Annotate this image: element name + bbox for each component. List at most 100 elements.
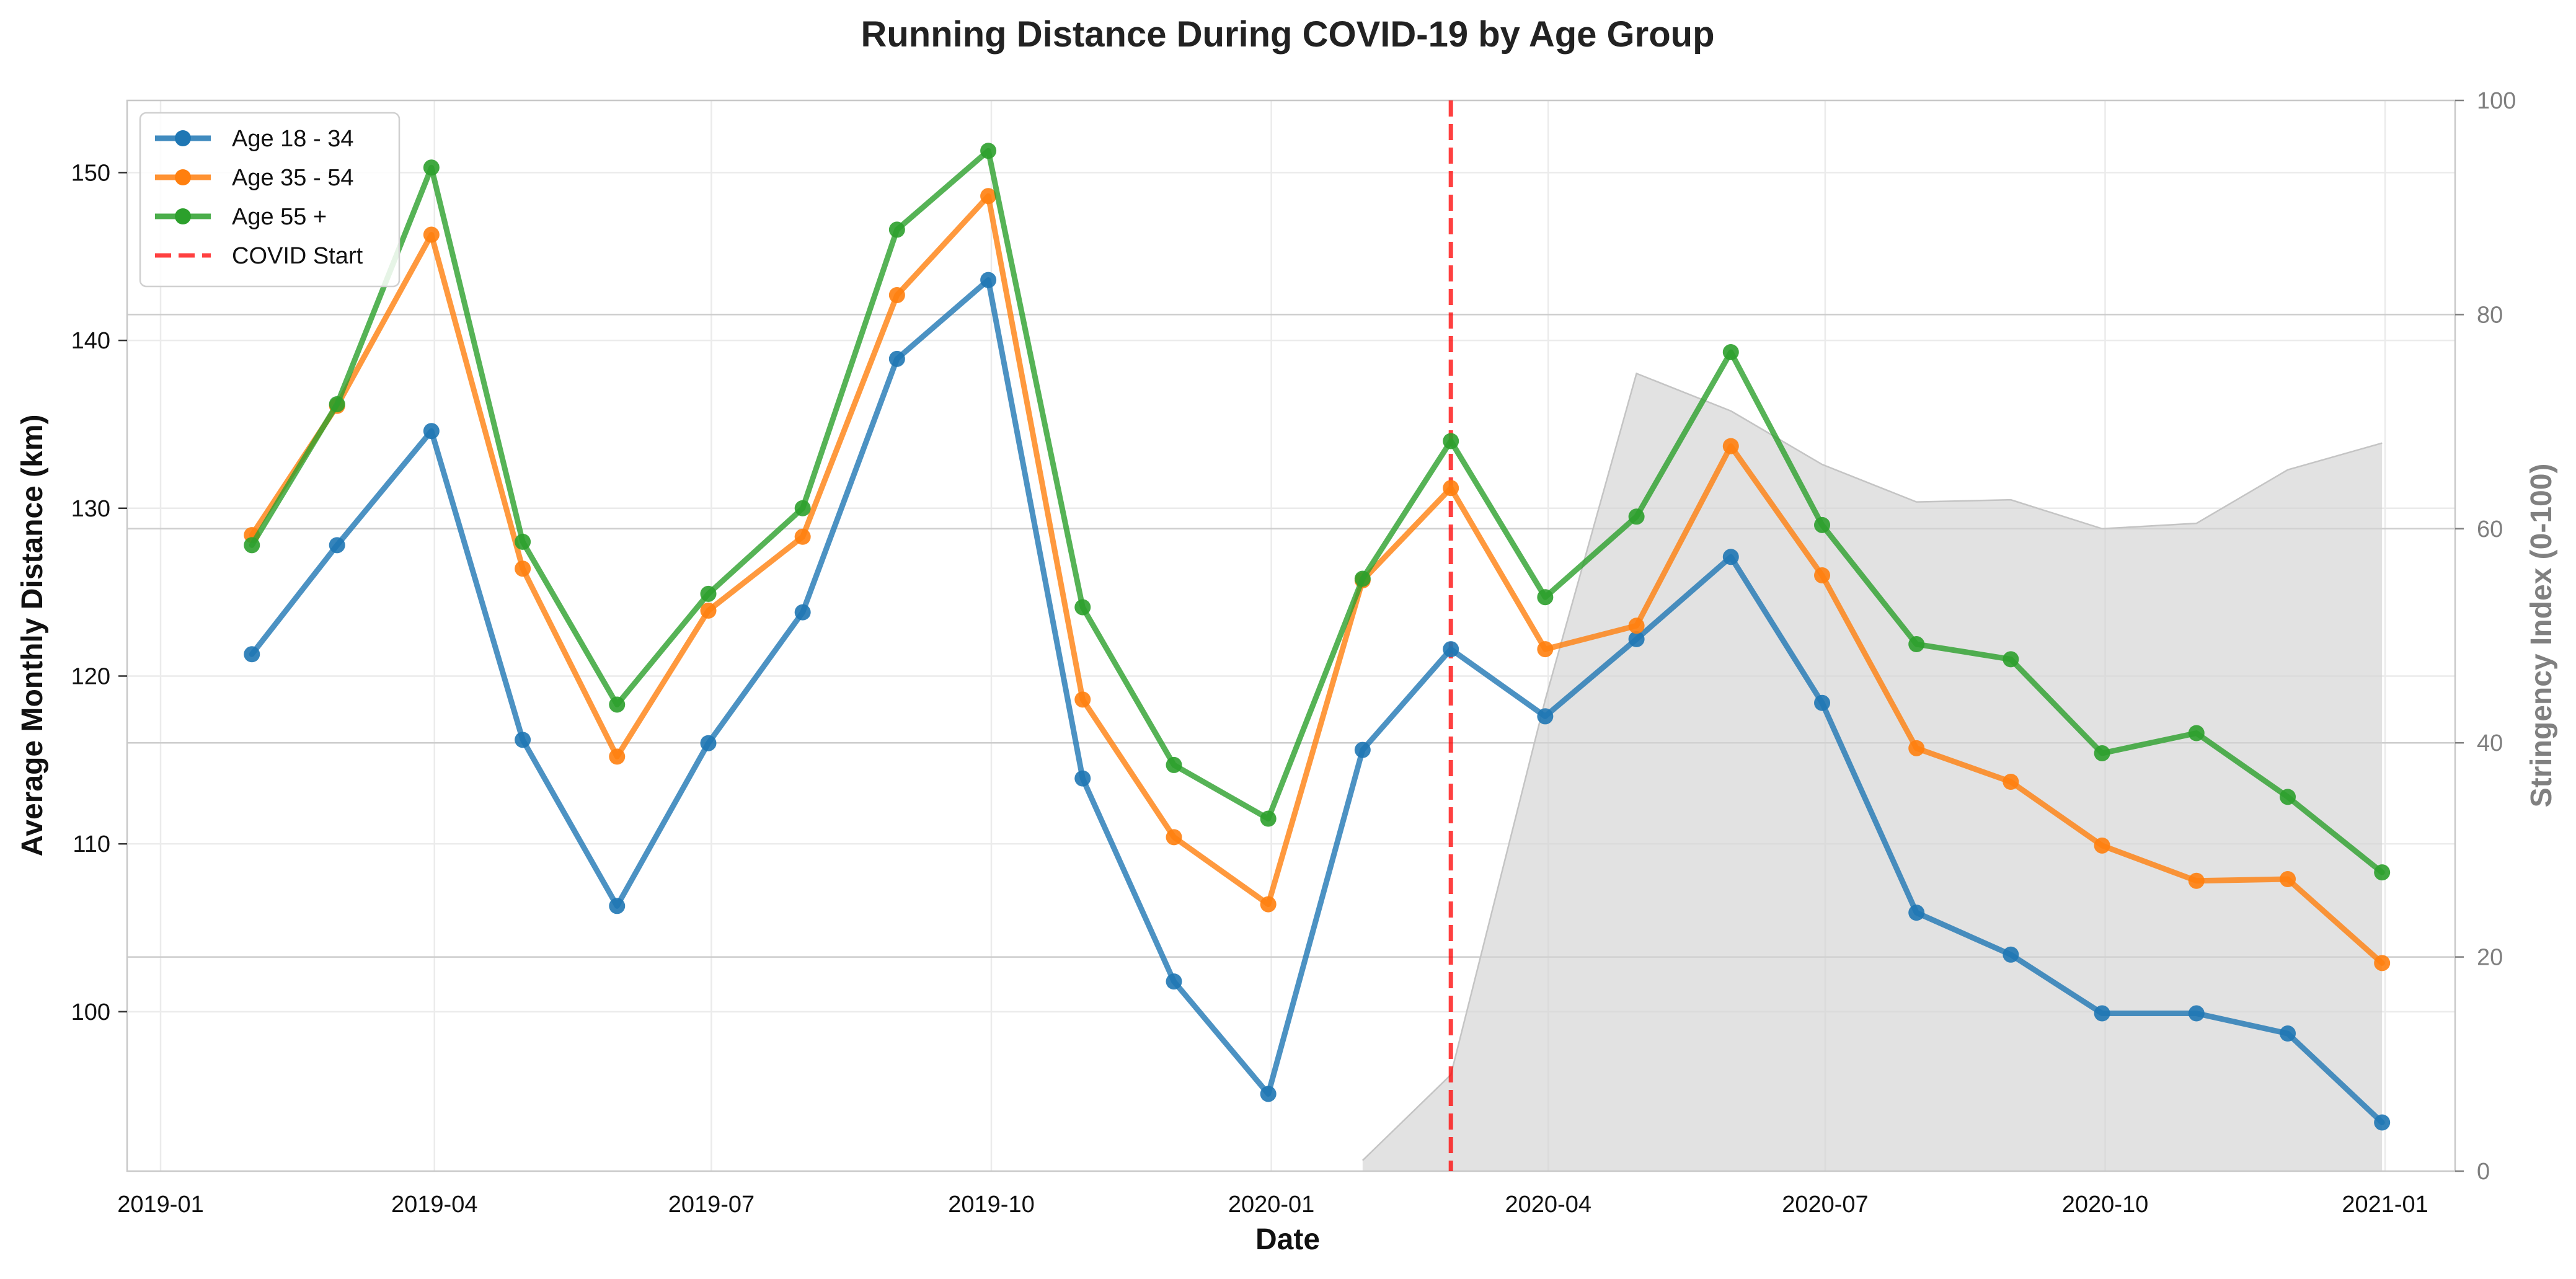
series-line [249,148,2385,875]
data-point [515,533,531,550]
data-point [1537,641,1554,658]
data-point [2094,1005,2110,1022]
data-point [1628,617,1645,634]
x-tick-label: 2021-01 [2342,1192,2428,1218]
data-point [1814,694,1831,711]
x-tick-label: 2020-10 [2062,1192,2148,1218]
y2-tick-label: 60 [2477,516,2503,542]
data-point [1443,641,1459,658]
y-tick-label: 150 [71,160,110,186]
data-point [329,537,345,554]
ticks-layer: 2019-01 2019-04 2019-07 2019-10 2020-01 2020-… [71,88,2516,1218]
data-point [2188,725,2205,741]
data-point [609,898,626,914]
series-group [244,143,2391,881]
y-tick-label: 100 [71,999,110,1025]
legend-label: Age 55 + [232,204,327,230]
stringency-area [1362,373,2383,1171]
data-point [2003,774,2019,790]
legend-swatch-marker [175,130,191,146]
data-point [2280,1025,2296,1042]
plot-frame [126,99,2456,1172]
y-axis-label: Average Monthly Distance (km) [16,414,49,856]
data-point [2280,871,2296,887]
data-point [515,560,531,577]
y2-tick-label: 0 [2477,1159,2490,1185]
data-point [794,500,811,516]
data-point [2188,872,2205,889]
data-point [515,732,531,748]
data-point [609,748,626,765]
data-point [1722,549,1739,565]
data-point [329,396,345,412]
data-point [888,287,905,303]
x-axis-label: Date [1255,1223,1320,1256]
data-point [244,537,260,554]
data-point [1908,740,1925,756]
series-line [249,277,2385,1125]
data-point [1074,770,1091,787]
data-point [980,188,997,205]
data-point [1260,810,1277,827]
x-tick-label: 2020-04 [1505,1192,1591,1218]
data-point [423,226,440,243]
stringency-line [1361,372,2383,1161]
data-point [1722,344,1739,361]
y2-tick-label: 20 [2477,945,2503,971]
data-point [1722,438,1739,454]
x-tick-label: 2020-01 [1228,1192,1314,1218]
data-point [2094,837,2110,854]
y2-tick-label: 100 [2477,88,2516,114]
legend-box [139,112,401,288]
data-point [1908,636,1925,653]
legend-label: Age 18 - 34 [232,126,353,152]
data-point [1354,741,1371,758]
data-point [1628,508,1645,525]
data-point [794,528,811,545]
y2-tick-label: 80 [2477,302,2503,328]
x-tick-label: 2019-10 [948,1192,1034,1218]
x-tick-label: 2019-01 [117,1192,203,1218]
x-tick-label: 2020-07 [1782,1192,1868,1218]
data-point [700,602,717,619]
data-point [700,585,717,602]
data-point [1537,589,1554,606]
y2-axis-label: Stringency Index (0-100) [2525,464,2558,808]
y-tick-label: 120 [71,663,110,689]
y-tick-label: 140 [71,328,110,354]
data-point [1443,433,1459,449]
series-line [249,193,2385,966]
y-tick-label: 130 [71,496,110,522]
data-point [1537,708,1554,725]
data-point [2094,745,2110,761]
data-point [2188,1005,2205,1022]
data-point [1628,631,1645,647]
data-point [1166,829,1182,846]
data-point [2280,789,2296,805]
series-layer [244,143,2391,1131]
legend-swatch-marker [175,208,191,224]
data-point [2003,651,2019,668]
data-point [1814,516,1831,533]
y2-tick-label: 40 [2477,730,2503,756]
data-point [423,423,440,440]
y-tick-label: 110 [73,831,110,857]
stringency-area-layer [1361,372,2383,1171]
data-point [2374,864,2391,881]
data-point [423,159,440,176]
data-point [1260,1086,1277,1102]
data-point [1354,570,1371,587]
data-point [609,696,626,713]
legend: Age 18 - 34 Age 35 - 54 Age 55 + COVID Star… [139,112,401,288]
data-point [2003,946,2019,963]
data-point [1443,480,1459,497]
data-point [1074,691,1091,708]
data-point [700,735,717,751]
data-point [980,272,997,288]
data-point [794,604,811,621]
series-group [244,272,2391,1131]
data-point [980,143,997,159]
data-point [1166,756,1182,773]
